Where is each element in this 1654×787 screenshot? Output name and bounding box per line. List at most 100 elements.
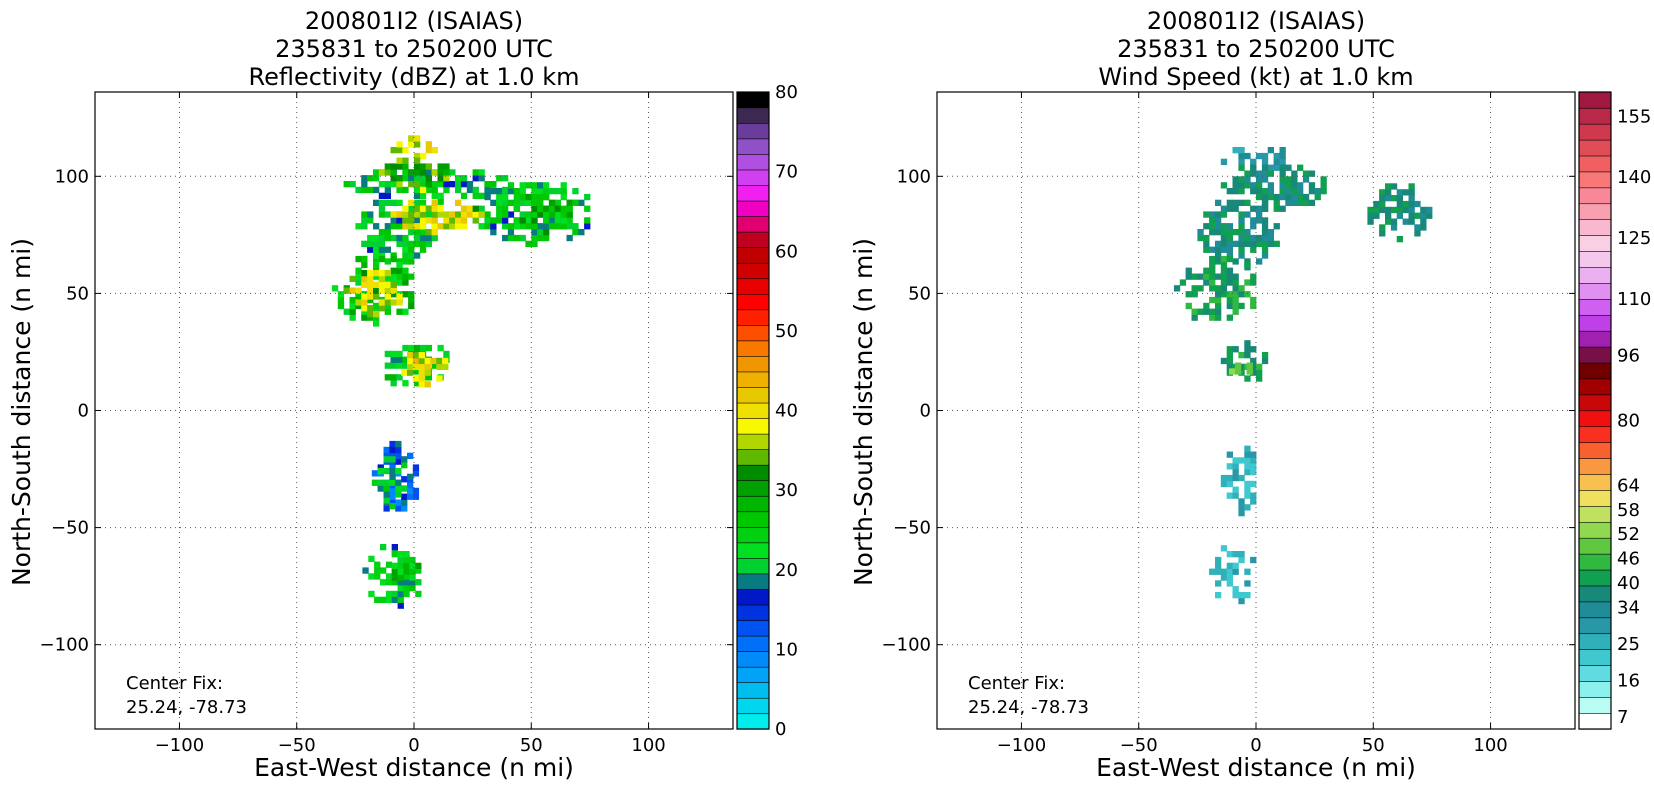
data-cell: [1308, 188, 1316, 195]
data-cell: [442, 357, 449, 365]
data-cell: [409, 585, 416, 592]
data-cell: [384, 273, 391, 280]
colorbar-swatch: [1578, 585, 1612, 603]
data-cell: [1244, 469, 1251, 476]
data-cell: [384, 258, 391, 265]
data-cell: [407, 487, 414, 495]
data-cell: [1232, 308, 1239, 315]
data-cell: [449, 211, 456, 218]
data-cell: [385, 596, 393, 603]
data-cell: [1373, 212, 1380, 219]
data-cell: [490, 223, 497, 230]
data-cell: [1256, 217, 1263, 224]
data-cell: [389, 493, 396, 500]
data-cell: [374, 561, 381, 568]
data-cell: [1244, 229, 1251, 236]
data-cell: [361, 240, 368, 247]
data-cell: [389, 467, 396, 475]
data-cell: [1256, 188, 1263, 195]
data-cell: [460, 217, 468, 224]
data-cell: [1215, 291, 1222, 298]
data-cell: [537, 188, 544, 195]
data-cell: [1226, 574, 1233, 581]
data-cell: [1220, 240, 1228, 247]
data-cell: [478, 169, 485, 176]
data-cell: [1232, 205, 1239, 212]
data-cell: [431, 147, 438, 154]
data-cell: [537, 223, 544, 230]
data-cell: [531, 182, 538, 189]
data-cell: [431, 211, 438, 218]
data-cell: [1220, 267, 1228, 274]
data-cell: [1291, 182, 1298, 189]
data-cell: [1261, 170, 1269, 177]
data-cell: [513, 188, 520, 195]
data-cell: [537, 234, 544, 242]
colorbar-swatch: [736, 153, 770, 171]
data-cell: [407, 352, 414, 359]
data-cell: [1414, 224, 1421, 231]
data-cell: [443, 350, 450, 358]
data-cell: [1385, 212, 1392, 219]
data-cell: [361, 299, 368, 306]
data-cell: [425, 175, 432, 182]
data-cell: [1291, 199, 1298, 206]
colorbar-tick-label: 140: [1617, 167, 1651, 188]
data-cell: [367, 240, 374, 247]
data-cell: [377, 485, 384, 492]
data-cell: [355, 267, 362, 274]
data-cell: [396, 267, 403, 274]
x-tick-label: −50: [278, 735, 316, 756]
data-cell: [396, 293, 403, 300]
data-cell: [403, 562, 410, 569]
data-cell: [1238, 147, 1245, 154]
data-cell: [543, 205, 550, 212]
data-cell: [403, 551, 410, 558]
data-cell: [431, 169, 438, 176]
data-cell: [408, 291, 415, 298]
reflectivity-title-line-2: 235831 to 250200 UTC: [275, 35, 553, 63]
data-cell: [1267, 229, 1274, 236]
data-cell: [1191, 273, 1198, 280]
data-cell: [1273, 199, 1280, 206]
data-cell: [425, 163, 432, 170]
data-cell: [443, 163, 450, 170]
data-cell: [396, 362, 403, 369]
data-cell: [391, 574, 398, 581]
data-cell: [560, 217, 567, 224]
data-cell: [355, 291, 362, 298]
data-cell: [436, 357, 443, 365]
colorbar-swatch: [1578, 521, 1612, 539]
data-cell: [1408, 212, 1415, 219]
data-cell: [337, 302, 345, 310]
colorbar-swatch: [736, 713, 770, 730]
data-cell: [531, 211, 538, 218]
data-cell: [1232, 474, 1239, 482]
data-cell: [436, 363, 443, 370]
data-cell: [390, 175, 397, 182]
data-cell: [1209, 229, 1216, 236]
data-cell: [396, 141, 403, 148]
data-cell: [1297, 193, 1304, 201]
data-cell: [431, 223, 438, 230]
data-cell: [1414, 200, 1421, 208]
colorbar-swatch: [1578, 123, 1612, 141]
data-cell: [431, 229, 438, 236]
data-cell: [513, 205, 520, 212]
reflectivity-plot-area: −100 −50 0 50 100 −100 −50 0 50 100: [40, 91, 734, 756]
colorbar-tick-label: 58: [1617, 500, 1640, 521]
data-cell: [1250, 346, 1257, 353]
data-cell: [1226, 188, 1233, 195]
data-cell: [1226, 252, 1233, 259]
data-cell: [396, 163, 403, 170]
data-cell: [1385, 218, 1392, 225]
y-tick-label: 100: [897, 166, 931, 187]
data-cell: [560, 211, 567, 218]
data-cell: [349, 314, 356, 321]
data-cell: [397, 602, 404, 609]
data-cell: [466, 205, 474, 212]
data-cell: [395, 479, 402, 486]
colorbar-swatch: [736, 433, 770, 450]
data-cell: [414, 157, 421, 164]
